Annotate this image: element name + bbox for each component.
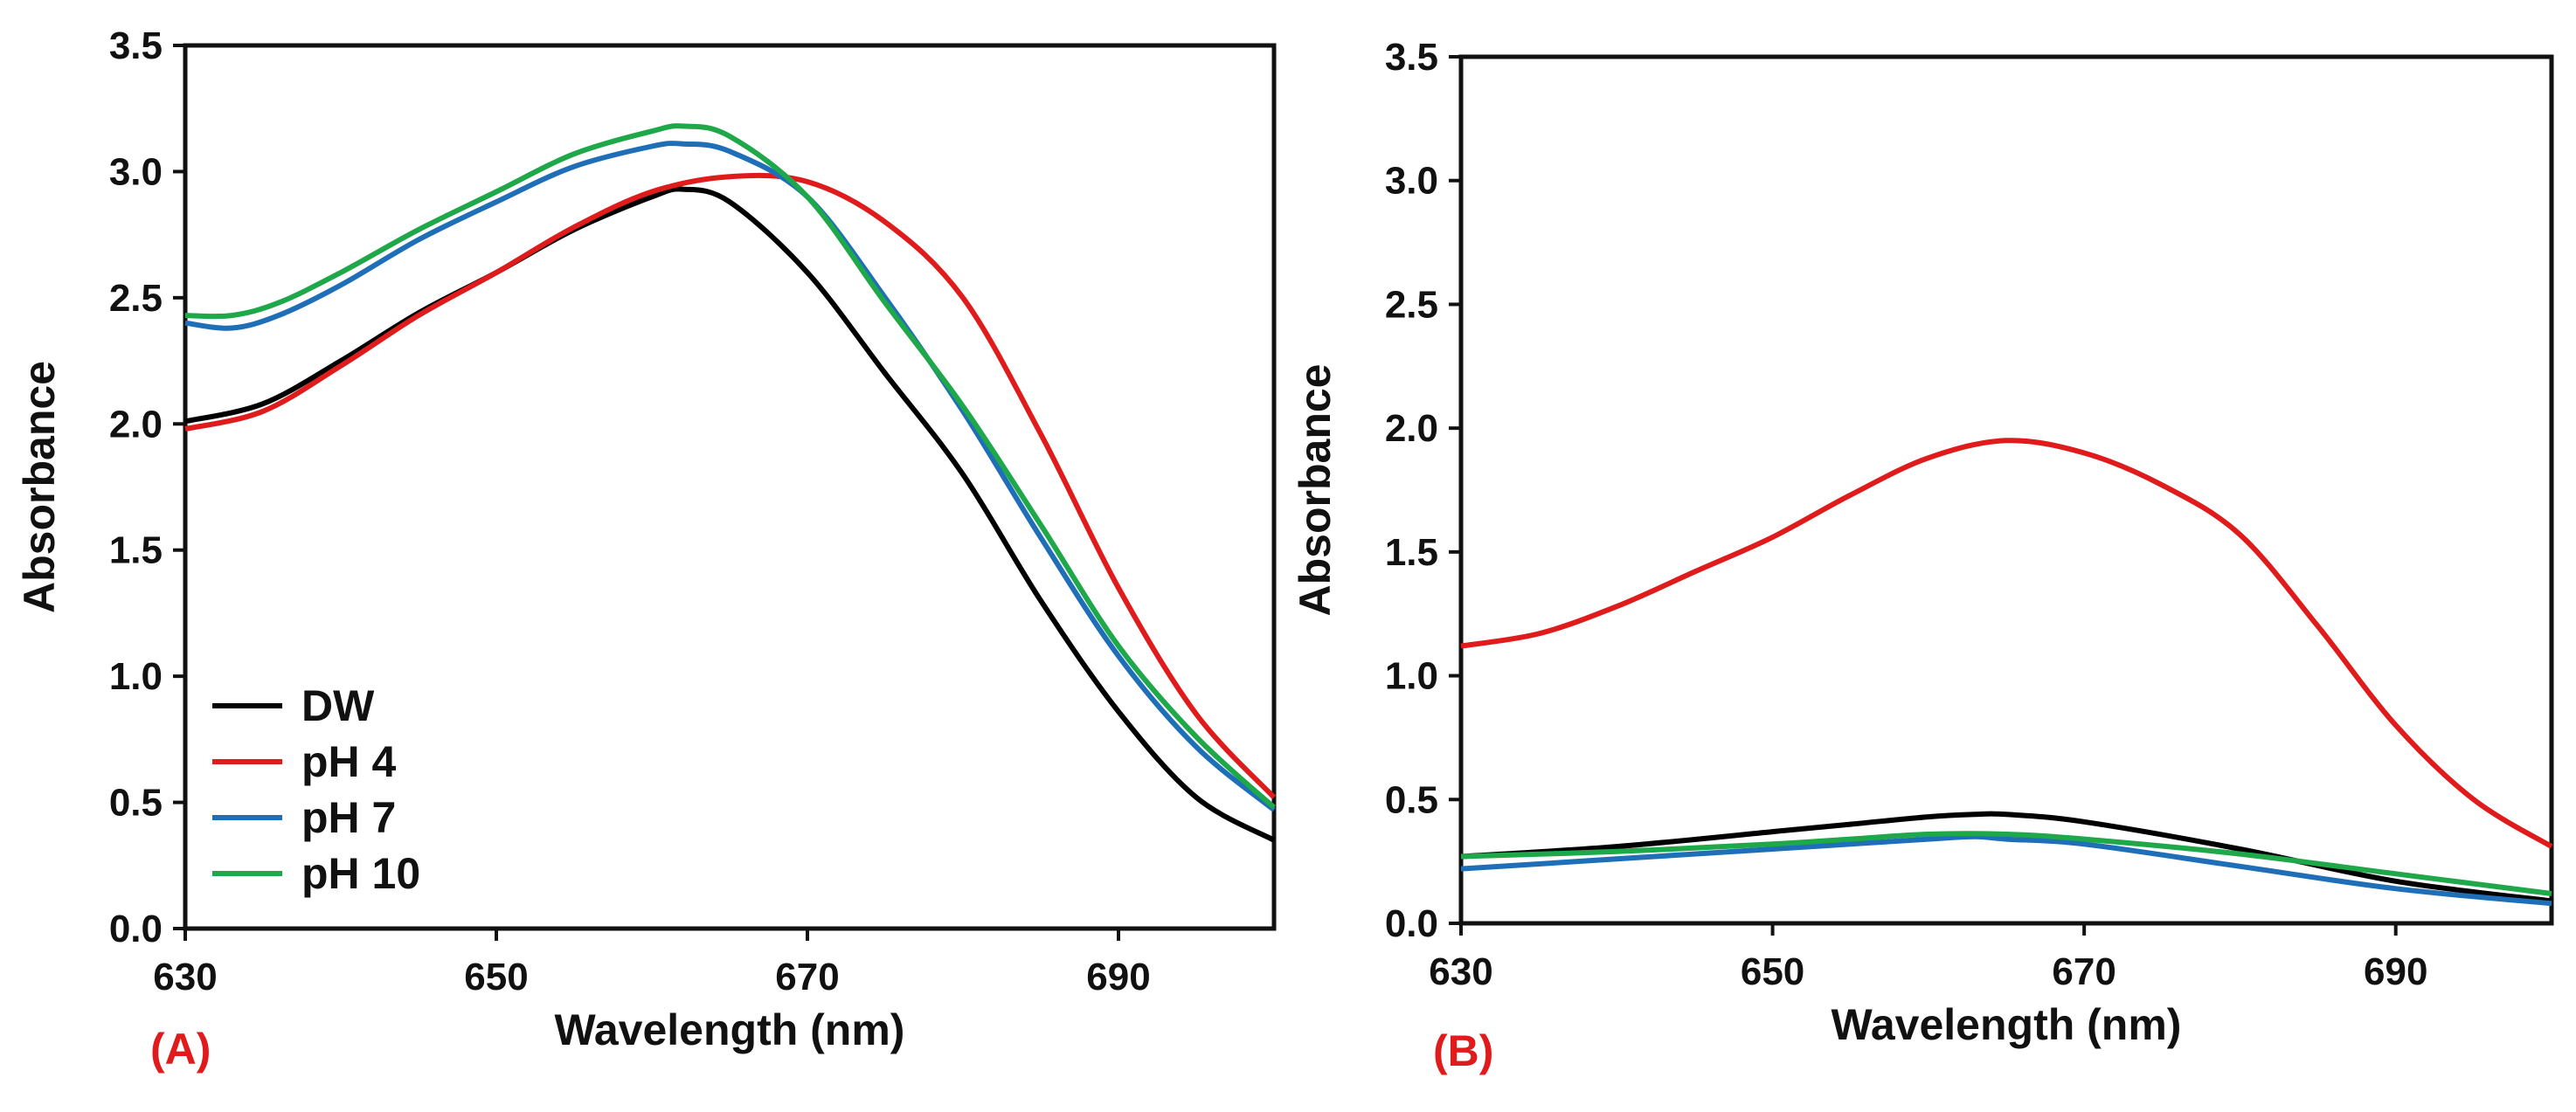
legend-label: DW (301, 681, 375, 730)
y-tick-label: 0.5 (1385, 778, 1438, 821)
y-axis-title: Absorbance (1291, 364, 1340, 617)
y-tick-label: 2.5 (1385, 283, 1438, 326)
x-tick-label: 650 (1741, 950, 1804, 993)
y-tick-label: 3.0 (1385, 160, 1438, 203)
series-line-ph-7 (184, 141, 1276, 812)
plot-frame-a (183, 43, 1277, 931)
x-tick-label: 670 (775, 956, 839, 998)
x-tick-label: 630 (1429, 950, 1492, 993)
y-tick-label: 2.0 (109, 403, 163, 445)
y-tick-label: 1.5 (1385, 531, 1438, 574)
legend-label: pH 7 (301, 793, 396, 842)
panel-a: 0.0 0.5 1.0 1.5 2.0 2.5 3.0 3.5 630 650 670 690 Wave… (15, 24, 1277, 1074)
x-axis-title: Wavelength (nm) (555, 1005, 905, 1054)
y-tick-label: 2.5 (109, 277, 163, 320)
y-tick-label: 2.0 (1385, 407, 1438, 450)
x-tick-label: 650 (464, 956, 528, 998)
legend-label: pH 4 (301, 737, 397, 786)
y-tick-label: 1.5 (109, 529, 163, 572)
series-line-ph-4 (1460, 438, 2553, 849)
y-tick-label: 3.5 (109, 24, 163, 67)
x-axis-title: Wavelength (nm) (1832, 1000, 2182, 1049)
x-tick-label: 690 (1086, 956, 1150, 998)
series-line-dw (184, 186, 1276, 843)
y-tick-label: 1.0 (1385, 655, 1438, 698)
y-tick-label: 0.5 (109, 782, 163, 825)
legend-label: pH 10 (301, 849, 420, 898)
panel-label: (A) (150, 1025, 211, 1074)
y-tick-label: 0.0 (109, 908, 163, 950)
panel-label: (B) (1433, 1026, 1493, 1075)
series-line-dw (1460, 811, 2552, 904)
y-tick-label: 0.0 (1385, 902, 1438, 945)
x-tick-label: 670 (2052, 950, 2116, 993)
panel-b: 0.0 0.5 1.0 1.5 2.0 2.5 3.0 3.5 630 650 670 690 Wave… (1291, 36, 2554, 1075)
plot-frame-b (1458, 54, 2554, 926)
y-axis-title: Absorbance (15, 361, 64, 613)
x-tick-label: 690 (2364, 950, 2427, 993)
y-tick-label: 3.5 (1385, 36, 1438, 79)
series-line-ph-7 (1460, 833, 2552, 907)
series-line-ph-10 (1460, 831, 2552, 896)
series-line-ph-10 (184, 123, 1277, 810)
y-tick-label: 3.0 (109, 150, 163, 193)
x-tick-label: 630 (153, 956, 217, 998)
y-tick-label: 1.0 (109, 655, 163, 698)
